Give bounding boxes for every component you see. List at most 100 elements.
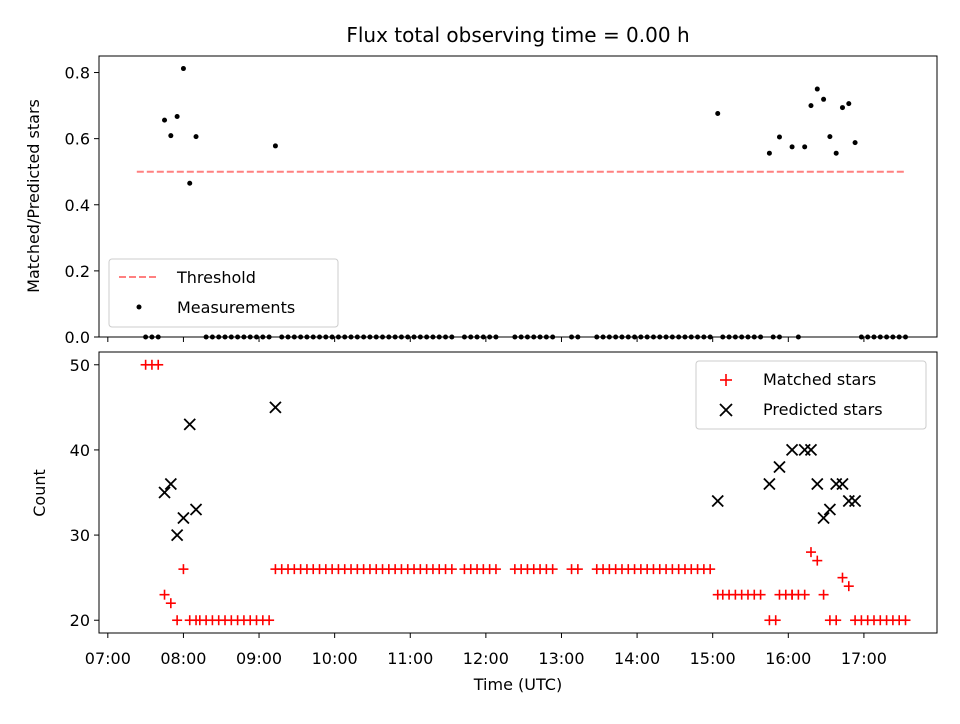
predicted-point: [183, 418, 196, 431]
x-tick-label: 16:00: [765, 649, 811, 668]
matched-point: [787, 589, 798, 600]
predicted-point-b: [763, 477, 776, 491]
y-tick-label: 0.4: [65, 196, 90, 215]
y-tick-label: 30: [70, 526, 90, 545]
measurement-point: [789, 144, 795, 150]
predicted-point: [763, 477, 776, 491]
matched-point: [774, 589, 785, 600]
measurement-point: [193, 134, 199, 140]
predicted-point: [773, 460, 786, 474]
predicted-point: [804, 443, 818, 457]
predicted-point: [798, 443, 811, 457]
predicted-point-b: [785, 443, 799, 457]
legend-ratio-box: [108, 258, 339, 328]
predicted-point: [817, 511, 830, 525]
y-tick-label: 0.6: [65, 130, 90, 149]
matched-point: [705, 564, 716, 575]
matched-point: [837, 572, 848, 583]
y-tick-label: 0.0: [65, 328, 90, 347]
measurement-point: [839, 105, 845, 111]
matched-point: [191, 615, 202, 626]
predicted-point: [269, 401, 282, 414]
matched-point: [547, 564, 558, 575]
legend-predicted-swatch: [719, 403, 733, 417]
predicted-point-b: [711, 494, 724, 508]
matched-point: [850, 615, 861, 626]
legend-threshold-label: Threshold: [176, 268, 256, 287]
x-tick-label: 09:00: [236, 649, 282, 668]
matched-point: [490, 564, 501, 575]
predicted-point: [848, 494, 862, 508]
y-tick-label: 0.2: [65, 262, 90, 281]
predicted-point: [823, 503, 837, 516]
x-tick-label: 15:00: [690, 649, 736, 668]
measurement-point: [187, 180, 193, 186]
matched-point: [805, 547, 816, 558]
axes-frame: [98, 351, 938, 634]
measurement-point: [821, 96, 827, 102]
matched-point: [159, 589, 170, 600]
matched-point: [831, 615, 842, 626]
matched-point: [812, 555, 823, 566]
measurement-point: [852, 140, 858, 146]
matched-point: [178, 564, 189, 575]
matched-point: [818, 589, 829, 600]
y-axis-label-count: Count: [30, 469, 49, 517]
measurement-point: [833, 150, 839, 156]
matched-point: [446, 564, 457, 575]
predicted-point: [189, 503, 203, 516]
x-tick-label: 08:00: [160, 649, 206, 668]
x-tick-label: 14:00: [614, 649, 660, 668]
predicted-point-b: [177, 511, 190, 525]
predicted-point: [811, 477, 824, 491]
predicted-point-b: [269, 401, 282, 414]
x-tick-label: 11:00: [387, 649, 433, 668]
predicted-point-b: [170, 528, 184, 542]
predicted-point-b: [164, 477, 177, 491]
predicted-point: [785, 443, 799, 457]
legend-predicted-label: Predicted stars: [763, 400, 883, 419]
measurement-point: [162, 117, 168, 123]
measurement-point: [846, 101, 852, 107]
measurement-point: [766, 150, 772, 156]
predicted-point: [842, 494, 855, 508]
y-tick-label: 0.8: [65, 64, 90, 83]
predicted-point: [830, 477, 843, 491]
predicted-point: [164, 477, 177, 491]
y-tick-label: 40: [70, 441, 90, 460]
matched-point: [799, 589, 810, 600]
count-panel: 20 30 40 50: [70, 351, 938, 638]
matched-point: [900, 615, 911, 626]
x-tick-label: 17:00: [841, 649, 887, 668]
predicted-point-b: [817, 511, 830, 525]
matched-point: [153, 359, 164, 370]
matched-point: [843, 581, 854, 592]
predicted-point: [836, 477, 849, 491]
predicted-point: [170, 528, 184, 542]
predicted-point-b: [773, 460, 786, 474]
x-axis-label: Time (UTC): [473, 675, 562, 694]
matched-point: [770, 615, 781, 626]
measurement-point: [272, 143, 278, 149]
measurement-point: [174, 113, 180, 119]
measurement-point: [808, 103, 814, 109]
predicted-point: [158, 486, 171, 499]
legend-matched-label: Matched stars: [763, 370, 876, 389]
y-tick-label: 50: [70, 356, 90, 375]
measurement-point: [180, 66, 186, 72]
measurement-point: [715, 111, 721, 117]
matched-point: [165, 598, 176, 609]
legend-count: Matched stars Predicted stars: [695, 360, 927, 430]
y-tick-label: 20: [70, 611, 90, 630]
matched-point: [172, 615, 183, 626]
measurement-point: [776, 134, 782, 140]
legend-count-box: [695, 360, 927, 430]
predicted-point-b: [836, 477, 849, 491]
x-tick-label: 13:00: [538, 649, 584, 668]
chart-title: Flux total observing time = 0.00 h: [346, 23, 689, 47]
legend-ratio: Threshold Measurements: [108, 258, 339, 328]
predicted-point-b: [158, 486, 171, 499]
predicted-point-b: [189, 503, 203, 516]
predicted-point: [711, 494, 724, 508]
